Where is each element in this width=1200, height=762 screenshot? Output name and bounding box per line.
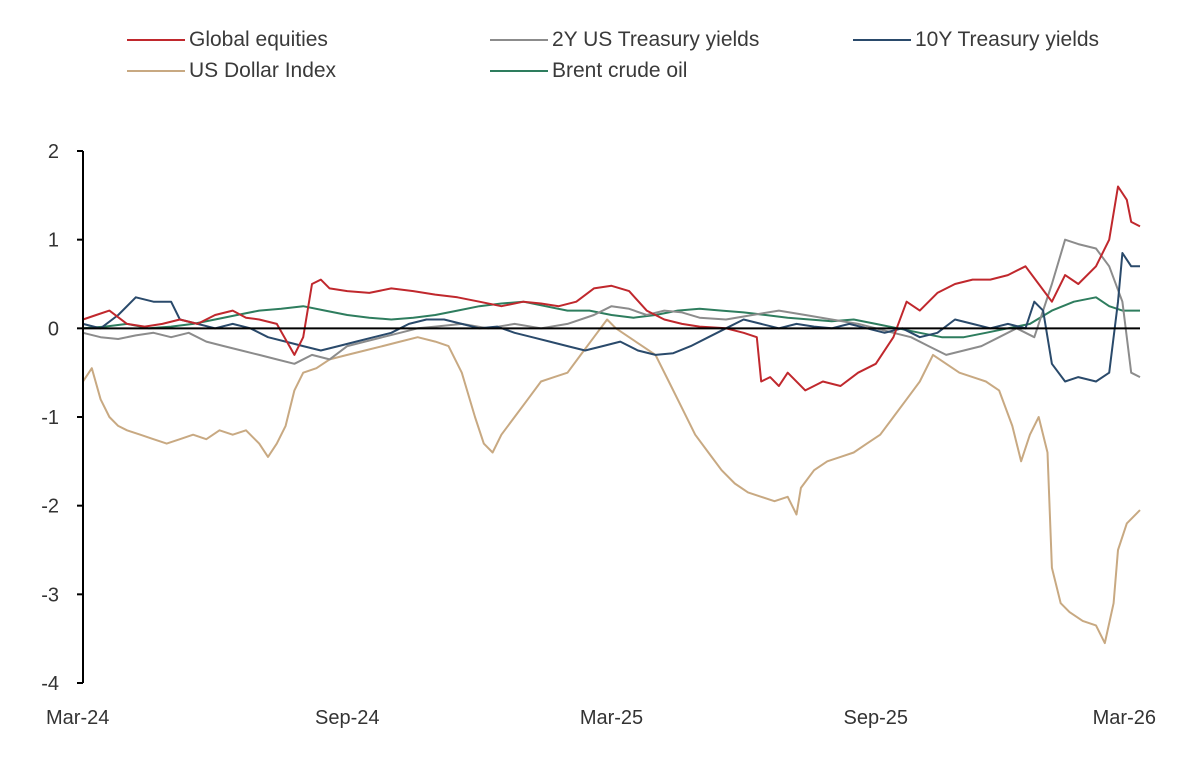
legend-item-brent-crude: Brent crude oil (490, 59, 687, 83)
legend-item-us-dollar-index: US Dollar Index (127, 59, 336, 83)
y-tick-label: -3 (41, 584, 59, 606)
x-tick-label: Sep-25 (844, 707, 909, 729)
x-axis-ticks: Mar-24 Sep-24 Mar-25 Sep-25 Mar-26 (46, 707, 1156, 729)
y-axis-ticks: 2 1 0 -1 -2 -3 -4 (41, 141, 83, 695)
legend-label-us-dollar-index: US Dollar Index (189, 59, 337, 82)
legend-swatch-2y-treasury (490, 39, 548, 41)
y-tick-label: 0 (48, 318, 59, 340)
legend-swatch-global-equities (127, 39, 185, 41)
legend-swatch-brent-crude (490, 70, 548, 72)
legend-label-brent-crude: Brent crude oil (552, 59, 688, 82)
y-tick-label: -4 (41, 673, 59, 695)
legend-label-10y-treasury: 10Y Treasury yields (915, 28, 1100, 51)
y-tick-label: -2 (41, 496, 59, 518)
legend-item-global-equities: Global equities (127, 28, 328, 52)
x-tick-label: Mar-24 (46, 707, 109, 729)
series-line-2y-us-treasury-yields (82, 238, 1141, 378)
x-tick-label: Mar-25 (580, 707, 643, 729)
series-line-brent-crude-oil (82, 296, 1140, 339)
chart-legend: Global equities 2Y US Treasury yields 10… (0, 0, 1200, 100)
x-tick-label: Mar-26 (1093, 707, 1156, 729)
legend-swatch-10y-treasury (853, 39, 911, 41)
series-line-10y-treasury-yields (82, 252, 1140, 383)
legend-label-global-equities: Global equities (189, 28, 328, 51)
x-tick-label: Sep-24 (315, 707, 380, 729)
legend-item-10y-treasury: 10Y Treasury yields (853, 28, 1099, 52)
y-tick-label: 2 (48, 141, 59, 163)
y-tick-label: -1 (41, 407, 59, 429)
legend-item-2y-treasury: 2Y US Treasury yields (490, 28, 759, 52)
legend-swatch-us-dollar-index (127, 70, 185, 72)
series-layer (82, 185, 1141, 645)
y-tick-label: 1 (48, 230, 59, 252)
series-line-us-dollar-index (82, 318, 1141, 645)
legend-label-2y-treasury: 2Y US Treasury yields (552, 28, 760, 51)
series-line-global-equities (82, 185, 1141, 392)
